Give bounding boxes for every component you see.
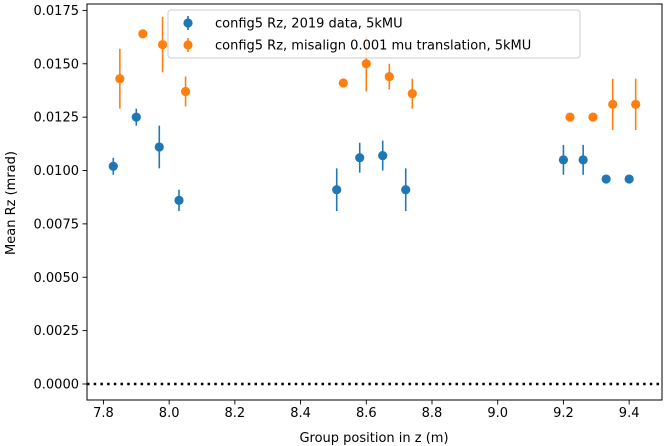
y-axis-label: Mean Rz (mrad)	[4, 151, 19, 255]
data-point	[631, 99, 641, 109]
data-point	[565, 112, 575, 122]
data-point	[174, 195, 184, 205]
x-axis: 7.8 8.0 8.2 8.4 8.6 8.8 9.0 9.2 9.4	[93, 400, 639, 421]
y-axis: 0.0000 0.0025 0.0050 0.0075 0.0100 0.0125 0.01…	[34, 4, 87, 392]
data-point	[401, 185, 411, 195]
data-point	[108, 161, 118, 171]
legend-box	[167, 9, 581, 59]
data-point	[180, 86, 191, 97]
y-tick-label: 0.0100	[34, 164, 80, 179]
data-point	[131, 112, 141, 122]
x-tick-label: 7.8	[93, 406, 114, 421]
legend-label: config5 Rz, misalign 0.001 mu translatio…	[215, 39, 531, 54]
x-tick-label: 8.4	[290, 406, 311, 421]
x-tick-label: 9.0	[487, 406, 508, 421]
y-tick-label: 0.0150	[34, 57, 80, 72]
data-point	[378, 150, 388, 161]
legend-item-1: config5 Rz, 2019 data, 5kMU	[183, 16, 403, 32]
series-1	[108, 108, 634, 212]
y-tick-label: 0.0025	[34, 324, 80, 339]
data-point	[138, 29, 148, 39]
legend-label: config5 Rz, 2019 data, 5kMU	[215, 17, 403, 32]
y-tick-label: 0.0175	[34, 4, 80, 19]
x-tick-label: 8.6	[356, 406, 377, 421]
data-point	[578, 155, 588, 165]
data-point	[332, 185, 342, 195]
y-tick-label: 0.0125	[34, 111, 80, 126]
data-point	[338, 78, 348, 88]
series-2	[115, 16, 641, 130]
x-tick-label: 9.4	[619, 406, 640, 421]
axes-frame	[86, 3, 663, 401]
data-point	[601, 174, 611, 184]
data-point	[154, 142, 164, 152]
x-tick-label: 8.8	[422, 406, 443, 421]
data-point	[157, 39, 168, 50]
data-point	[407, 89, 417, 99]
data-point	[361, 59, 371, 69]
data-point	[384, 71, 394, 82]
legend-marker	[183, 40, 193, 50]
legend-item-2: config5 Rz, misalign 0.001 mu translatio…	[183, 38, 531, 54]
plot-area	[86, 3, 663, 401]
x-axis-label: Group position in z (m)	[299, 431, 448, 446]
y-tick-label: 0.0050	[34, 271, 80, 286]
y-tick-label: 0.0000	[34, 377, 80, 392]
data-point	[558, 155, 569, 165]
data-point	[608, 99, 618, 109]
y-tick-label: 0.0075	[34, 217, 80, 232]
x-tick-label: 8.2	[225, 406, 246, 421]
data-point	[115, 74, 125, 84]
x-tick-label: 8.0	[159, 406, 180, 421]
legend-marker	[183, 18, 193, 28]
data-point	[588, 112, 598, 122]
data-point	[624, 174, 634, 184]
x-tick-label: 9.2	[553, 406, 574, 421]
data-point	[355, 153, 365, 163]
legend: config5 Rz, 2019 data, 5kMU config5 Rz, m…	[167, 9, 581, 59]
